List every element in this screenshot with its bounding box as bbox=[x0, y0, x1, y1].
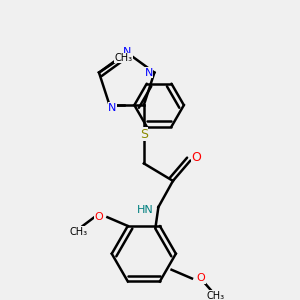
Text: CH₃: CH₃ bbox=[206, 291, 224, 300]
Text: S: S bbox=[140, 128, 148, 141]
Text: CH₃: CH₃ bbox=[69, 227, 87, 237]
Text: O: O bbox=[191, 151, 201, 164]
Text: N: N bbox=[108, 103, 117, 113]
Text: O: O bbox=[94, 212, 103, 222]
Text: N: N bbox=[122, 47, 131, 57]
Text: CH₃: CH₃ bbox=[115, 53, 133, 63]
Text: HN: HN bbox=[137, 205, 154, 215]
Text: O: O bbox=[196, 274, 205, 284]
Text: N: N bbox=[144, 68, 153, 78]
